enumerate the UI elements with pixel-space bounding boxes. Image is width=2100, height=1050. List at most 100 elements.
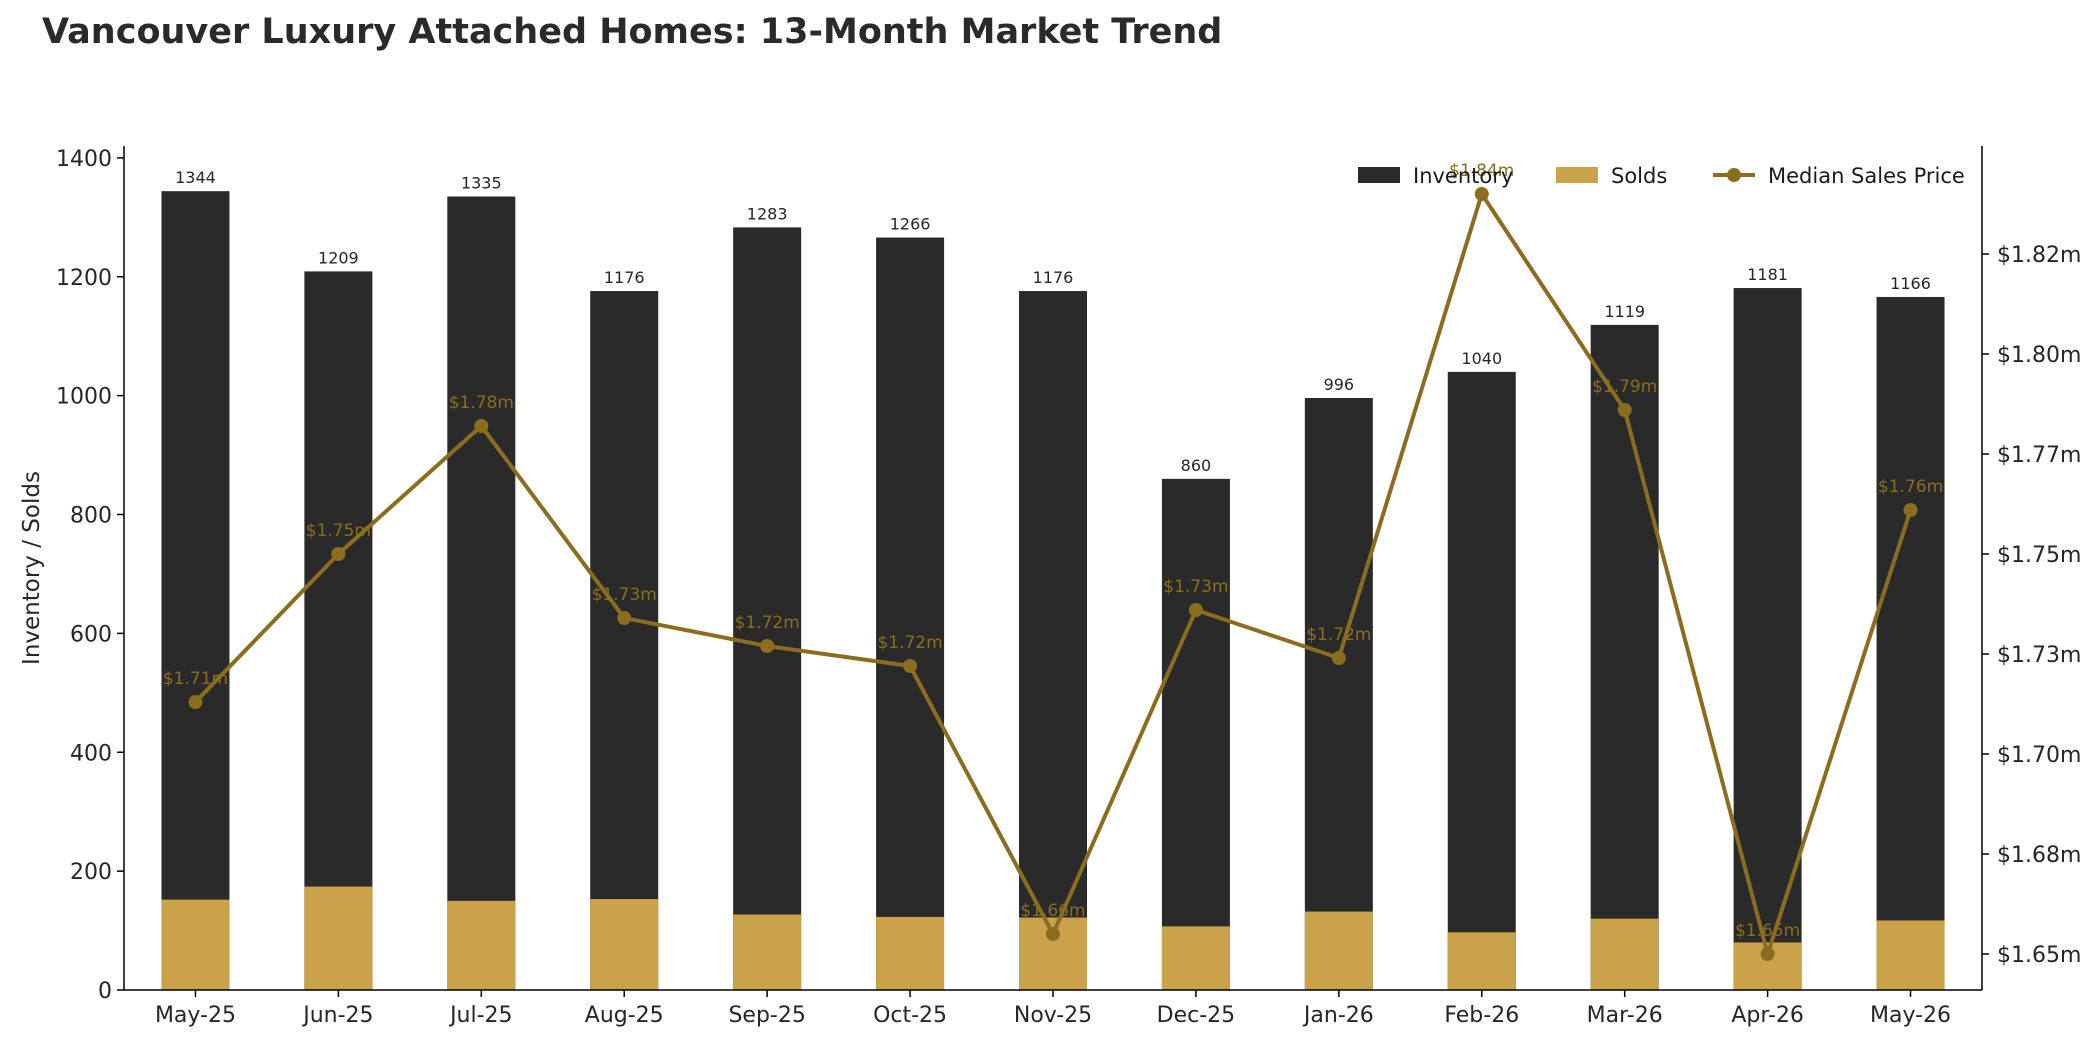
legend-swatch-solds (1556, 167, 1598, 183)
median-price-point (331, 547, 346, 561)
median-price-label: $1.78m (449, 393, 514, 413)
x-tick-label: May-25 (155, 1003, 236, 1028)
x-tick-label: Jan-26 (1302, 1003, 1374, 1028)
chart-title: Vancouver Luxury Attached Homes: 13-Mont… (42, 12, 1223, 52)
inventory-value-label: 1335 (461, 174, 502, 193)
median-price-label: $1.73m (1163, 577, 1228, 597)
median-price-label: $1.66m (1020, 901, 1085, 921)
y-tick-label: 0 (98, 979, 112, 1004)
median-price-label: $1.72m (1306, 625, 1371, 645)
median-price-label: $1.71m (163, 669, 228, 689)
median-price-point (1474, 187, 1489, 201)
median-price-point (617, 611, 632, 625)
y2-tick-label: $1.82m (1997, 243, 2081, 268)
legend-label-median-price: Median Sales Price (1768, 164, 1965, 188)
legend-marker-median-price (1727, 168, 1741, 182)
x-tick-label: Aug-25 (585, 1003, 664, 1028)
legend-swatch-inventory (1358, 167, 1400, 183)
median-price-point (188, 695, 203, 709)
y-axis-label: Inventory / Solds (19, 471, 45, 665)
x-tick-label: Jul-25 (448, 1003, 512, 1028)
x-tick-label: Mar-26 (1587, 1003, 1663, 1028)
solds-bar (304, 886, 373, 990)
inventory-value-label: 996 (1324, 375, 1355, 394)
inventory-bar (1447, 371, 1516, 991)
x-tick-label: Feb-26 (1444, 1003, 1519, 1028)
solds-bar (1447, 932, 1516, 990)
inventory-value-label: 1176 (1033, 268, 1074, 287)
inventory-bar (1161, 478, 1230, 990)
median-price-point (903, 659, 918, 673)
inventory-bar (733, 227, 802, 990)
inventory-bar (590, 291, 659, 990)
solds-bar (733, 914, 802, 990)
inventory-value-label: 1283 (747, 204, 788, 223)
y-tick-label: 800 (70, 504, 112, 529)
inventory-value-label: 1209 (318, 248, 359, 267)
solds-bar (1304, 911, 1373, 990)
x-tick-label: Dec-25 (1157, 1003, 1236, 1028)
y-tick-label: 200 (70, 860, 112, 885)
inventory-value-label: 1266 (890, 215, 931, 234)
y2-tick-label: $1.77m (1997, 443, 2081, 468)
median-price-point (1046, 927, 1060, 941)
y2-tick-label: $1.68m (1997, 843, 2081, 868)
inventory-bar (1304, 398, 1373, 991)
median-price-point (1760, 947, 1775, 961)
median-price-label: $1.73m (592, 585, 657, 605)
y2-tick-label: $1.73m (1997, 643, 2081, 668)
inventory-value-label: 1166 (1890, 274, 1931, 293)
solds-bar (1590, 918, 1659, 990)
median-price-label: $1.72m (735, 613, 800, 633)
inventory-value-label: 1344 (175, 168, 216, 187)
y2-tick-label: $1.75m (1997, 543, 2081, 568)
y-tick-label: 1200 (56, 266, 112, 291)
inventory-bar (304, 271, 373, 990)
median-price-label: $1.75m (306, 521, 371, 541)
median-price-point (1903, 503, 1918, 517)
y-tick-label: 1400 (56, 147, 112, 172)
y2-tick-label: $1.70m (1997, 743, 2081, 768)
x-tick-label: Sep-25 (728, 1003, 805, 1028)
legend-label-solds: Solds (1611, 164, 1667, 188)
x-tick-label: May-26 (1870, 1003, 1951, 1028)
median-price-label: $1.76m (1878, 477, 1943, 497)
y2-tick-label: $1.80m (1997, 343, 2081, 368)
median-price-label: $1.79m (1592, 377, 1657, 397)
median-price-label: $1.84m (1449, 161, 1514, 181)
inventory-value-label: 1040 (1461, 349, 1502, 368)
y-tick-label: 400 (70, 741, 112, 766)
solds-bar (1161, 926, 1230, 990)
solds-bar (1876, 920, 1945, 990)
inventory-bar (1876, 296, 1945, 991)
solds-bar (876, 916, 945, 990)
inventory-value-label: 860 (1181, 456, 1212, 475)
inventory-value-label: 1119 (1604, 302, 1645, 321)
median-price-label: $1.72m (877, 633, 942, 653)
inventory-value-label: 1181 (1747, 265, 1788, 284)
x-tick-label: Apr-26 (1731, 1003, 1804, 1028)
x-tick-label: Jun-25 (301, 1003, 373, 1028)
y-tick-label: 600 (70, 622, 112, 647)
median-price-label: $1.65m (1735, 921, 1800, 941)
x-tick-label: Nov-25 (1014, 1003, 1092, 1028)
y2-tick-label: $1.65m (1997, 943, 2081, 968)
inventory-bar (161, 191, 230, 991)
inventory-bar (1590, 324, 1659, 990)
x-tick-label: Oct-25 (873, 1003, 947, 1028)
inventory-bar (447, 196, 516, 991)
y-tick-label: 1000 (56, 385, 112, 410)
inventory-bar (1019, 291, 1087, 990)
median-price-point (1331, 651, 1346, 665)
solds-bar (447, 900, 516, 990)
median-price-point (1617, 403, 1632, 417)
solds-bar (161, 899, 230, 990)
median-price-point (760, 639, 775, 653)
solds-bar (590, 899, 659, 990)
inventory-bar (876, 237, 945, 990)
median-price-point (474, 419, 489, 433)
inventory-value-label: 1176 (604, 268, 645, 287)
legend-label-inventory: Inventory (1413, 164, 1513, 188)
median-price-point (1188, 603, 1203, 617)
